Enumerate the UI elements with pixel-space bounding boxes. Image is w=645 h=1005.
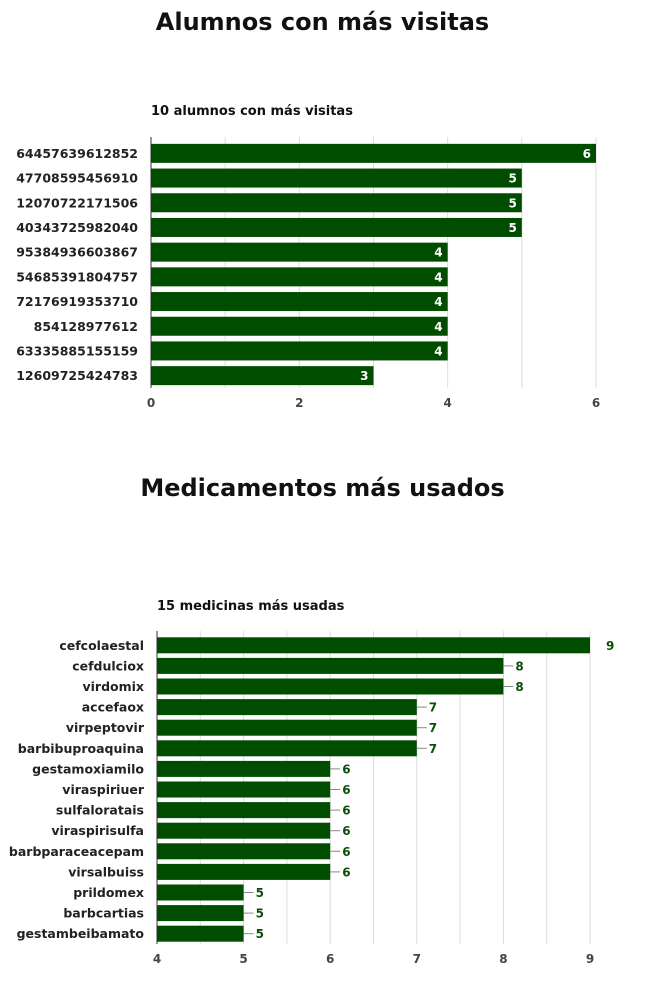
data-label: 5 bbox=[256, 886, 264, 900]
category-label: 12070722171506 bbox=[16, 195, 138, 210]
bar[interactable] bbox=[151, 168, 522, 188]
data-label: 5 bbox=[508, 196, 516, 210]
bar[interactable] bbox=[157, 637, 590, 654]
data-label: 5 bbox=[508, 221, 516, 235]
category-label: virdomix bbox=[82, 679, 144, 694]
data-label: 6 bbox=[342, 783, 350, 797]
data-label: 7 bbox=[429, 701, 437, 715]
data-label: 7 bbox=[429, 721, 437, 735]
bar[interactable] bbox=[151, 217, 522, 237]
bar[interactable] bbox=[151, 316, 448, 336]
data-label: 5 bbox=[508, 172, 516, 186]
x-tick-label: 6 bbox=[326, 952, 334, 966]
category-label: 72176919353710 bbox=[16, 294, 138, 309]
data-label: 7 bbox=[429, 742, 437, 756]
bar[interactable] bbox=[157, 781, 331, 798]
category-label: barbparaceacepam bbox=[9, 844, 144, 859]
category-label: sulfaloratais bbox=[56, 803, 144, 818]
category-label: viraspirisulfa bbox=[51, 823, 144, 838]
data-label: 9 bbox=[606, 639, 614, 653]
category-label: 40343725982040 bbox=[16, 220, 138, 235]
bar[interactable] bbox=[151, 242, 448, 262]
data-label: 5 bbox=[256, 907, 264, 921]
meds-bar-chart: 15 medicinas más usadas cefcolaestal 9 cef… bbox=[9, 599, 614, 966]
x-tick-label: 2 bbox=[295, 396, 303, 410]
bar[interactable] bbox=[157, 863, 331, 880]
bar[interactable] bbox=[151, 366, 374, 386]
data-label: 6 bbox=[583, 147, 591, 161]
bar[interactable] bbox=[157, 719, 417, 736]
bar[interactable] bbox=[157, 802, 331, 819]
category-label: viraspiriuer bbox=[62, 782, 145, 797]
category-label: barbibuproaquina bbox=[18, 741, 144, 756]
category-label: gestamoxiamilo bbox=[32, 761, 144, 776]
category-label: 64457639612852 bbox=[16, 146, 138, 161]
data-label: 6 bbox=[342, 845, 350, 859]
meds-chart-title: 15 medicinas más usadas bbox=[157, 599, 345, 614]
data-label: 8 bbox=[515, 680, 523, 694]
data-label: 6 bbox=[342, 804, 350, 818]
x-tick-label: 4 bbox=[153, 952, 161, 966]
category-label: 95384936603867 bbox=[16, 245, 138, 260]
data-label: 4 bbox=[434, 246, 442, 260]
bar[interactable] bbox=[157, 657, 504, 674]
bar[interactable] bbox=[157, 925, 244, 942]
bar[interactable] bbox=[157, 678, 504, 695]
bar[interactable] bbox=[157, 760, 331, 777]
bar[interactable] bbox=[151, 193, 522, 213]
bar[interactable] bbox=[157, 843, 331, 860]
visits-section-title: Alumnos con más visitas bbox=[155, 8, 490, 36]
x-tick-label: 6 bbox=[592, 396, 600, 410]
data-label: 5 bbox=[256, 927, 264, 941]
category-label: cefdulciox bbox=[72, 658, 144, 673]
x-tick-label: 4 bbox=[443, 396, 451, 410]
category-label: virsalbuiss bbox=[68, 864, 144, 879]
meds-section-title: Medicamentos más usados bbox=[140, 474, 505, 502]
category-label: 12609725424783 bbox=[16, 368, 138, 383]
data-label: 8 bbox=[515, 659, 523, 673]
bar[interactable] bbox=[157, 740, 417, 757]
category-label: gestambeibamato bbox=[17, 926, 145, 941]
bar[interactable] bbox=[157, 699, 417, 716]
data-label: 4 bbox=[434, 270, 442, 284]
category-label: accefaox bbox=[82, 700, 144, 715]
data-label: 6 bbox=[342, 824, 350, 838]
category-label: virpeptovir bbox=[66, 720, 145, 735]
x-tick-label: 8 bbox=[499, 952, 507, 966]
visits-bar-chart: 10 alumnos con más visitas 6445763961285… bbox=[16, 104, 600, 410]
data-label: 4 bbox=[434, 344, 442, 358]
data-label: 4 bbox=[434, 295, 442, 309]
data-label: 6 bbox=[342, 865, 350, 879]
x-tick-label: 9 bbox=[586, 952, 594, 966]
bar[interactable] bbox=[151, 292, 448, 312]
visits-chart-title: 10 alumnos con más visitas bbox=[151, 104, 353, 119]
bar[interactable] bbox=[157, 884, 244, 901]
bar[interactable] bbox=[151, 267, 448, 287]
data-label: 6 bbox=[342, 762, 350, 776]
category-label: 54685391804757 bbox=[16, 269, 138, 284]
x-tick-label: 7 bbox=[413, 952, 421, 966]
x-tick-label: 0 bbox=[147, 396, 155, 410]
category-label: 63335885155159 bbox=[16, 343, 138, 358]
category-label: cefcolaestal bbox=[59, 638, 144, 653]
data-label: 3 bbox=[360, 369, 368, 383]
bar[interactable] bbox=[151, 143, 596, 163]
bar[interactable] bbox=[151, 341, 448, 361]
category-label: 47708595456910 bbox=[16, 171, 138, 186]
category-label: prildomex bbox=[73, 885, 144, 900]
data-label: 4 bbox=[434, 320, 442, 334]
category-label: barbcartias bbox=[63, 906, 144, 921]
bar[interactable] bbox=[157, 905, 244, 922]
x-tick-label: 5 bbox=[239, 952, 247, 966]
category-label: 854128977612 bbox=[34, 319, 138, 334]
bar[interactable] bbox=[157, 822, 331, 839]
